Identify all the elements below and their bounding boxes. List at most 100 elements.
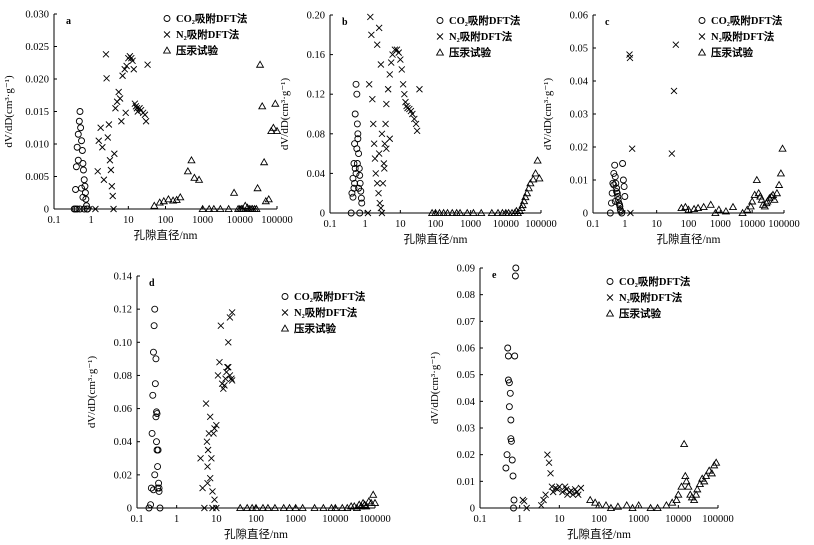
- data-point-circle: [79, 193, 87, 201]
- data-point-cross: [376, 199, 384, 207]
- data-point-cross: [398, 66, 406, 73]
- data-point-cross: [567, 487, 575, 494]
- data-point-circle: [151, 471, 159, 479]
- data-point-cross: [108, 182, 116, 190]
- data-point-cross: [545, 459, 553, 466]
- series-triangle: [427, 156, 544, 217]
- data-point-triangle: [689, 495, 699, 503]
- data-point-circle: [507, 437, 515, 445]
- data-point-cross: [213, 421, 220, 429]
- x-tick-label: 10000: [322, 514, 348, 525]
- data-point-cross: [130, 65, 138, 73]
- data-point-cross: [574, 491, 582, 498]
- data-point-cross: [104, 134, 112, 141]
- data-point-circle: [354, 130, 362, 138]
- x-tick-label: 100: [428, 219, 444, 230]
- data-point-cross: [569, 491, 577, 498]
- data-point-triangle: [586, 495, 595, 503]
- data-point-cross: [520, 498, 528, 505]
- data-point-circle: [153, 438, 160, 446]
- data-point-triangle: [533, 156, 542, 164]
- y-tick-label: 0.14: [114, 272, 133, 283]
- data-point-circle: [77, 124, 85, 132]
- data-point-triangle: [605, 309, 615, 317]
- x-tick-label: 0.1: [47, 215, 60, 226]
- data-point-circle: [80, 166, 87, 174]
- data-point-triangle: [255, 60, 265, 68]
- data-point-cross: [399, 80, 407, 88]
- x-tick-label: 10: [554, 514, 565, 525]
- panel-label: a: [66, 16, 71, 27]
- data-point-triangle: [369, 490, 378, 498]
- data-point-cross: [228, 377, 236, 384]
- data-point-cross: [202, 400, 210, 407]
- x-tick-label: 0.1: [586, 219, 599, 230]
- data-point-circle: [504, 344, 512, 352]
- data-point-triangle: [693, 203, 703, 212]
- data-point-cross: [105, 121, 113, 128]
- series-circle: [70, 108, 92, 213]
- data-point-triangle: [252, 204, 261, 213]
- data-point-circle: [351, 110, 359, 118]
- data-point-triangle: [280, 324, 290, 332]
- panel-label: d: [149, 278, 155, 289]
- x-tick-label: 1: [517, 514, 522, 525]
- data-point-circle: [606, 278, 614, 285]
- data-point-cross: [386, 71, 394, 78]
- y-tick-label: 0.12: [307, 90, 325, 101]
- data-point-triangle: [613, 502, 623, 510]
- x-tick-label: 1000: [192, 215, 213, 226]
- data-point-cross: [209, 488, 216, 495]
- data-point-cross: [222, 375, 229, 383]
- data-point-circle: [619, 176, 627, 184]
- data-point-triangle: [338, 503, 347, 511]
- data-point-triangle: [264, 194, 273, 203]
- series-cross: [519, 451, 585, 512]
- data-point-cross: [100, 176, 108, 184]
- data-point-triangle: [176, 192, 185, 201]
- data-point-cross: [413, 127, 421, 135]
- y-tick-label: 0.06: [457, 344, 475, 355]
- data-point-cross: [364, 209, 372, 217]
- data-point-cross: [119, 72, 126, 80]
- data-point-triangle: [159, 196, 168, 205]
- data-point-cross: [391, 46, 399, 53]
- data-point-cross: [112, 104, 119, 112]
- data-point-circle: [72, 205, 79, 213]
- data-point-triangle: [259, 157, 269, 166]
- legend-entry: CO₂吸附DFT法: [711, 14, 783, 27]
- data-point-circle: [353, 90, 361, 98]
- data-point-triangle: [672, 495, 681, 503]
- data-point-cross: [365, 80, 373, 88]
- data-point-circle: [608, 189, 616, 197]
- data-point-circle: [75, 117, 83, 125]
- x-tick-label: 100000: [525, 219, 557, 230]
- data-point-circle: [612, 179, 620, 187]
- data-point-circle: [76, 205, 84, 213]
- data-point-circle: [80, 205, 88, 213]
- data-point-cross: [92, 205, 99, 213]
- data-point-circle: [353, 120, 361, 128]
- data-point-circle: [150, 322, 158, 330]
- data-point-cross: [372, 170, 380, 177]
- data-point-circle: [151, 380, 159, 388]
- data-point-triangle: [712, 458, 721, 466]
- data-point-triangle: [243, 503, 252, 511]
- data-point-cross: [378, 130, 386, 138]
- data-point-cross: [197, 454, 204, 462]
- data-point-circle: [616, 202, 624, 210]
- data-point-cross: [211, 425, 218, 432]
- data-point-cross: [97, 124, 104, 132]
- data-point-cross: [369, 120, 377, 128]
- data-point-cross: [371, 155, 379, 162]
- y-axis-title: dV/dD(cm³·g⁻¹): [279, 78, 291, 151]
- data-point-cross: [436, 33, 444, 40]
- data-point-triangle: [774, 180, 784, 188]
- data-point-circle: [78, 147, 86, 154]
- y-tick-label: 0.10: [114, 338, 132, 349]
- data-point-circle: [145, 504, 153, 512]
- y-tick-label: 0: [127, 504, 132, 515]
- x-tick-label: 10: [211, 514, 222, 525]
- data-point-triangle: [331, 503, 340, 511]
- data-point-cross: [668, 150, 676, 157]
